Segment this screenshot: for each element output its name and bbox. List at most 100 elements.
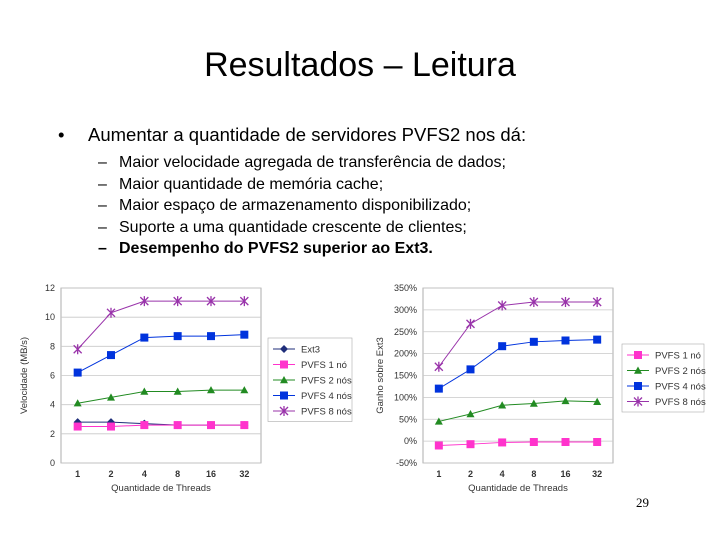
- legend-item: PVFS 2 nós: [627, 366, 706, 377]
- chart-group: -50% 0% 50% 100% 150% 200% 250% 300% 350% 1 2 4 8 16 3…: [375, 283, 706, 494]
- y-tick-label: 200%: [394, 349, 417, 359]
- sub-bullet-marker: –: [98, 197, 107, 214]
- x-tick-label: 32: [239, 469, 249, 479]
- x-tick-label: 4: [142, 469, 147, 479]
- data-point: [140, 333, 149, 342]
- data-point: [498, 401, 507, 409]
- legend-marker: [634, 351, 642, 359]
- sub-bullet-marker: –: [98, 218, 107, 236]
- data-point: [173, 421, 182, 430]
- legend-label: PVFS 8 nós: [655, 397, 706, 408]
- y-tick-label: 4: [50, 400, 55, 410]
- sub-bullet-text: Maior espaço de armazenamento disponibil…: [119, 197, 472, 214]
- legend-marker: [280, 391, 288, 400]
- x-axis-label: Quantidade de Threads: [111, 483, 211, 494]
- data-point: [434, 361, 444, 372]
- x-axis-label: Quantidade de Threads: [468, 483, 568, 494]
- legend-marker: [280, 376, 288, 384]
- data-point: [466, 440, 475, 449]
- data-point: [207, 421, 215, 430]
- data-point: [73, 344, 83, 355]
- slide-title: Resultados – Leitura: [204, 46, 516, 84]
- data-point: [73, 399, 82, 407]
- data-point: [107, 351, 115, 360]
- data-point: [434, 417, 443, 425]
- data-point: [529, 399, 538, 407]
- y-axis-label: Ganho sobre Ext3: [375, 337, 386, 414]
- x-tick-label: 4: [500, 469, 505, 479]
- data-point: [73, 368, 82, 377]
- data-point: [466, 365, 475, 374]
- x-tick-label: 16: [206, 469, 216, 479]
- data-point: [240, 386, 249, 394]
- y-tick-label: 300%: [394, 305, 417, 315]
- sub-bullet-list: – Maior velocidade agregada de transferên…: [98, 152, 698, 260]
- legend-label: Ext3: [301, 345, 320, 356]
- legend-marker: [633, 396, 643, 407]
- data-point: [140, 421, 149, 430]
- sub-bullet-text: Suporte a uma quantidade crescente de cl…: [119, 218, 467, 236]
- legend-item: PVFS 4 nós: [627, 382, 706, 393]
- data-point: [561, 396, 570, 405]
- sub-bullet-text: Maior velocidade agregada de transferênc…: [119, 154, 506, 171]
- data-point: [240, 330, 249, 339]
- sub-bullet: – Maior espaço de armazenamento disponibi…: [98, 195, 698, 217]
- data-point: [529, 337, 538, 346]
- data-point: [561, 438, 570, 446]
- data-point: [173, 296, 183, 307]
- series-line-pvfs-8-n-s: [438, 301, 598, 368]
- data-point: [592, 297, 602, 307]
- series-line-pvfs-1-n: [438, 441, 598, 446]
- sub-bullet: – Desempenho do PVFS2 superior ao Ext3.: [98, 238, 698, 260]
- y-tick-label: 12: [45, 283, 55, 293]
- y-tick-label: -50%: [396, 458, 417, 468]
- data-point: [240, 421, 249, 430]
- y-tick-label: 350%: [394, 283, 417, 293]
- series-pvfs-1-n: [434, 438, 602, 450]
- data-point: [173, 387, 182, 395]
- data-point: [593, 335, 602, 344]
- sub-bullet-marker: –: [98, 175, 107, 193]
- y-tick-label: 2: [50, 429, 55, 439]
- data-point: [497, 300, 507, 311]
- legend: PVFS 1 nó PVFS 2 nós PVFS 4 nós PVFS 8 nós: [621, 343, 706, 413]
- legend-item: PVFS 1 nó: [273, 360, 347, 371]
- data-point: [239, 296, 249, 307]
- data-point: [434, 441, 443, 450]
- series-pvfs-4-n-s: [434, 335, 602, 393]
- y-tick-label: 8: [50, 341, 55, 351]
- series-pvfs-4-n-s: [73, 330, 249, 377]
- x-tick-label: 16: [560, 469, 570, 479]
- legend-label: PVFS 8 nós: [301, 407, 352, 418]
- data-point: [434, 384, 443, 393]
- page-number: 29: [636, 495, 649, 510]
- legend-label: PVFS 1 nó: [655, 351, 701, 362]
- data-point: [140, 387, 149, 395]
- data-point: [107, 422, 115, 431]
- data-point: [561, 297, 570, 307]
- legend-label: PVFS 4 nós: [301, 391, 352, 402]
- y-tick-label: 150%: [394, 371, 417, 381]
- legend-item: PVFS 4 nós: [273, 391, 352, 402]
- series-line-pvfs-4-n-s: [77, 334, 245, 374]
- sub-bullet-text: Maior quantidade de memória cache;: [119, 175, 384, 193]
- sub-bullet-text: Desempenho do PVFS2 superior ao Ext3.: [119, 240, 433, 257]
- bullet-main: • Aumentar a quantidade de servidores PV…: [58, 124, 698, 146]
- sub-bullet-marker: –: [98, 240, 107, 257]
- data-point: [529, 438, 538, 446]
- legend-marker: [280, 345, 288, 353]
- x-tick-label: 1: [75, 469, 80, 479]
- x-tick-label: 8: [175, 469, 180, 479]
- data-point: [466, 410, 475, 418]
- legend-item: PVFS 8 nós: [627, 396, 706, 408]
- series-pvfs-2-n-s: [434, 396, 602, 425]
- x-tick-label: 2: [468, 469, 473, 479]
- y-tick-label: 0: [50, 458, 55, 468]
- series-pvfs-2-n-s: [73, 386, 249, 407]
- data-point: [593, 397, 602, 405]
- series-pvfs-8-n-s: [434, 297, 602, 372]
- data-point: [561, 336, 570, 345]
- y-tick-label: 100%: [394, 392, 417, 402]
